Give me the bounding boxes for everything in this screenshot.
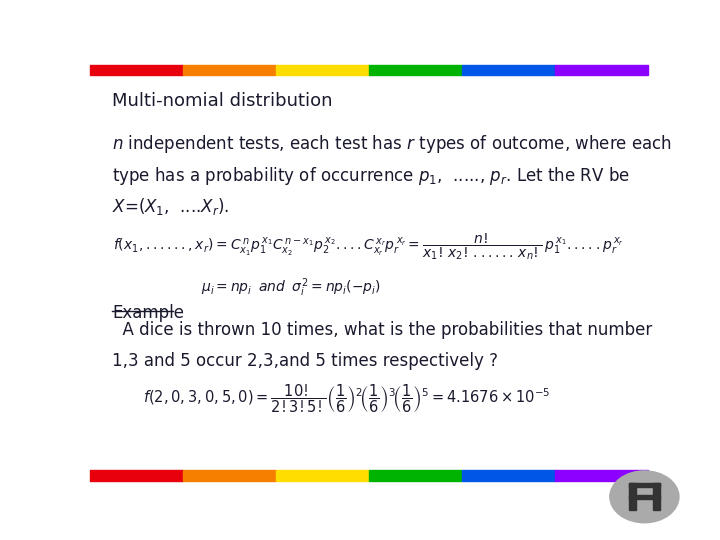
Bar <box>276 470 369 481</box>
Bar <box>555 65 648 75</box>
Bar <box>653 483 660 510</box>
Bar <box>462 470 555 481</box>
Bar <box>629 495 660 499</box>
Text: A dice is thrown 10 times, what is the probabilities that number: A dice is thrown 10 times, what is the p… <box>112 321 652 339</box>
Text: $\mu_i = np_i \;\; and \;\; \sigma_i^2 = np_i(-p_i)$: $\mu_i = np_i \;\; and \;\; \sigma_i^2 =… <box>201 277 381 300</box>
Bar <box>462 65 555 75</box>
Bar <box>183 65 276 75</box>
Text: $f(x_1,......,x_r) = C^{\,n}_{x_1} p_1^{\,x_1} C^{\,n-x_1}_{x_2} p_2^{\,x_2}....: $f(x_1,......,x_r) = C^{\,n}_{x_1} p_1^{… <box>114 231 624 262</box>
Bar <box>629 483 636 510</box>
Text: Example: Example <box>112 304 184 322</box>
Bar <box>276 65 369 75</box>
Text: $X$=$(X_1$,  ....$X_r)$.: $X$=$(X_1$, ....$X_r)$. <box>112 196 230 217</box>
Text: $n$ independent tests, each test has $r$ types of outcome, where each: $n$ independent tests, each test has $r$… <box>112 133 672 156</box>
Bar <box>90 470 183 481</box>
Text: type has a probability of occurrence $p_1$,  ....., $p_r$. Let the RV be: type has a probability of occurrence $p_… <box>112 165 630 187</box>
Bar <box>629 483 660 487</box>
Text: Multi-nomial distribution: Multi-nomial distribution <box>112 92 333 110</box>
Bar <box>555 470 648 481</box>
Bar <box>369 65 462 75</box>
Text: 1,3 and 5 occur 2,3,and 5 times respectively ?: 1,3 and 5 occur 2,3,and 5 times respecti… <box>112 352 498 370</box>
Text: $f(2,0,3,0,5,0) = \dfrac{10!}{2!3!5!}\left(\dfrac{1}{6}\right)^2\!\left(\dfrac{1: $f(2,0,3,0,5,0) = \dfrac{10!}{2!3!5!}\le… <box>143 383 550 415</box>
Bar <box>90 65 183 75</box>
Bar <box>183 470 276 481</box>
Circle shape <box>610 471 679 523</box>
Bar <box>369 470 462 481</box>
